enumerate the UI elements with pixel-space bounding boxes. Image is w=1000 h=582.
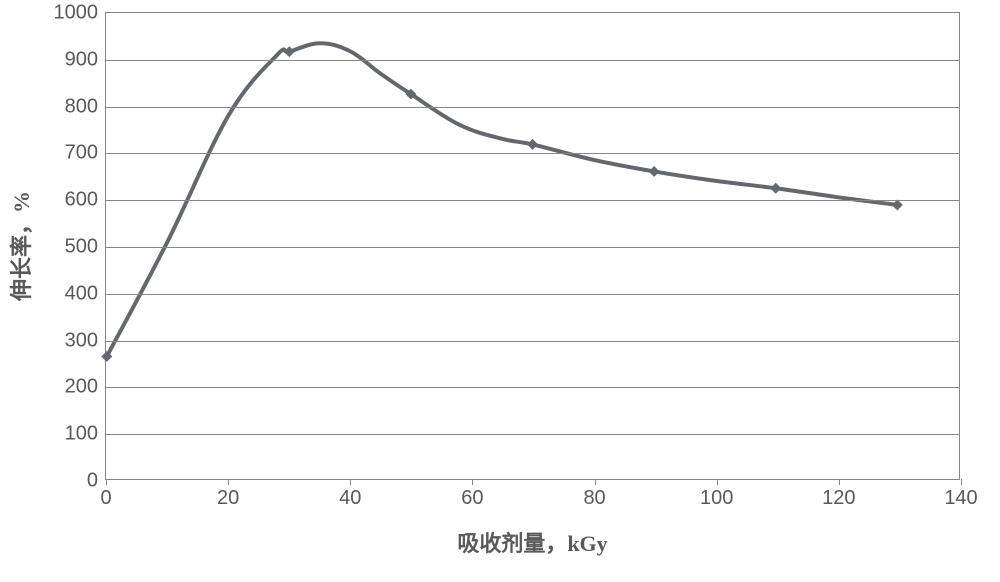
gridline — [106, 153, 959, 154]
gridline — [106, 60, 959, 61]
xtick-label: 120 — [822, 487, 855, 510]
ytick-label: 1000 — [54, 2, 99, 25]
ytick-label: 900 — [65, 48, 98, 71]
data-marker — [649, 166, 660, 177]
xtick-mark — [961, 479, 962, 485]
gridline — [106, 200, 959, 201]
ytick-label: 600 — [65, 189, 98, 212]
xtick-label: 140 — [944, 487, 977, 510]
line-series — [106, 13, 959, 479]
xtick-label: 20 — [217, 487, 239, 510]
ytick-label: 200 — [65, 376, 98, 399]
y-axis-label: 伸长率，% — [4, 191, 36, 301]
data-marker — [284, 46, 295, 57]
gridline — [106, 387, 959, 388]
xtick-mark — [228, 479, 229, 485]
xtick-mark — [106, 479, 107, 485]
ytick-label: 0 — [87, 470, 98, 493]
xtick-label: 40 — [339, 487, 361, 510]
xtick-label: 80 — [583, 487, 605, 510]
ytick-label: 800 — [65, 95, 98, 118]
data-marker — [770, 183, 781, 194]
gridline — [106, 247, 959, 248]
chart-container: 0 100 200 300 400 500 600 700 800 900 1000 0 20 40 60 8… — [0, 0, 1000, 582]
gridline — [106, 341, 959, 342]
xtick-mark — [839, 479, 840, 485]
gridline — [106, 294, 959, 295]
ytick-label: 300 — [65, 329, 98, 352]
data-marker — [527, 139, 538, 150]
xtick-label: 100 — [700, 487, 733, 510]
plot-area: 0100200300400500600700800900100002040608… — [105, 12, 960, 480]
ytick-label: 400 — [65, 282, 98, 305]
x-axis-label: 吸收剂量，kGy — [457, 526, 607, 558]
ytick-label: 700 — [65, 142, 98, 165]
ytick-label: 500 — [65, 236, 98, 259]
xtick-mark — [350, 479, 351, 485]
xtick-label: 0 — [100, 487, 111, 510]
xtick-mark — [595, 479, 596, 485]
ytick-label: 100 — [65, 423, 98, 446]
xtick-mark — [717, 479, 718, 485]
gridline — [106, 434, 959, 435]
xtick-mark — [472, 479, 473, 485]
xtick-label: 60 — [461, 487, 483, 510]
gridline — [106, 107, 959, 108]
